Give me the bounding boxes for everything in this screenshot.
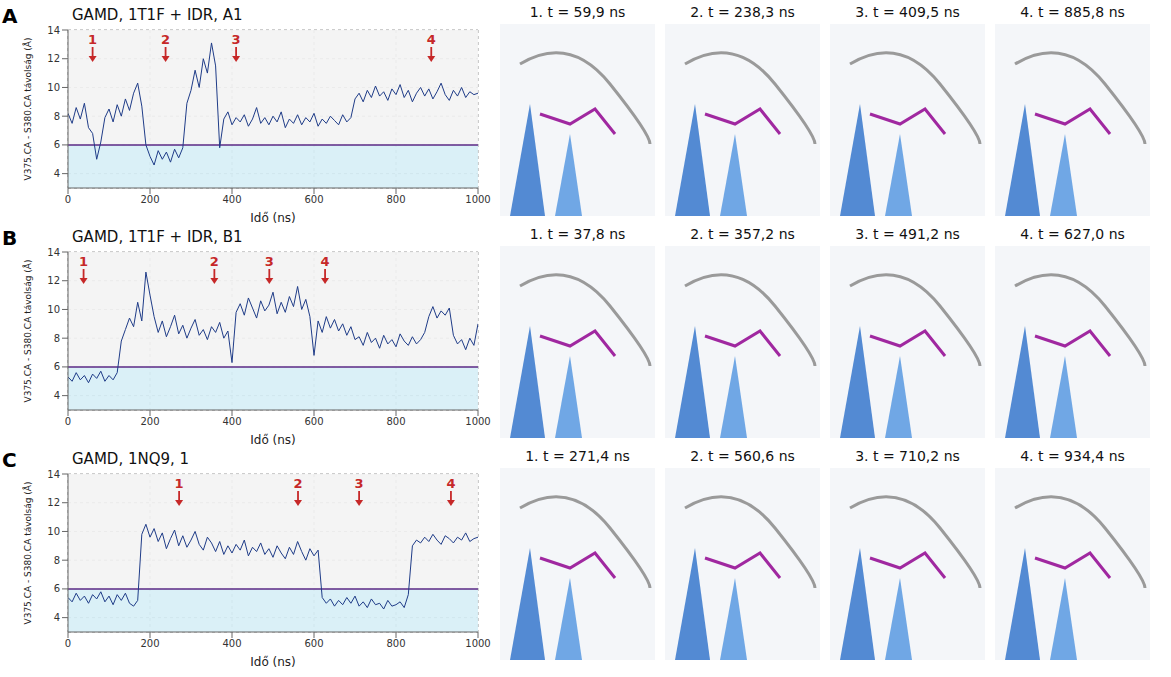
svg-text:2: 2 <box>161 32 170 47</box>
svg-text:400: 400 <box>222 194 241 205</box>
svg-text:10: 10 <box>47 82 60 93</box>
html-text:GAMD, 1T1F + IDR, A1: GAMD, 1T1F + IDR, A1 <box>72 6 243 24</box>
svg-text:6: 6 <box>54 583 60 594</box>
svg-text:12: 12 <box>47 497 60 508</box>
html-text:1. t = 271,4 ns: 1. t = 271,4 ns <box>525 448 630 464</box>
svg-text:4: 4 <box>446 476 455 491</box>
svg-text:400: 400 <box>222 416 241 427</box>
html-text:3. t = 491,2 ns: 3. t = 491,2 ns <box>855 226 960 242</box>
html-text:GAMD, 1T1F + IDR, B1: GAMD, 1T1F + IDR, B1 <box>72 228 243 246</box>
svg-text:200: 200 <box>140 194 159 205</box>
svg-text:8: 8 <box>54 333 60 344</box>
svg-text:V375.CA - S380.CA távolság (Å): V375.CA - S380.CA távolság (Å) <box>22 260 33 403</box>
svg-text:1000: 1000 <box>465 638 490 649</box>
svg-text:600: 600 <box>304 638 323 649</box>
svg-text:4: 4 <box>54 612 60 623</box>
svg-text:10: 10 <box>47 304 60 315</box>
svg-text:6: 6 <box>54 139 60 150</box>
html-text:2. t = 357,2 ns: 2. t = 357,2 ns <box>690 226 795 242</box>
svg-text:800: 800 <box>386 638 405 649</box>
svg-text:1: 1 <box>79 254 88 269</box>
svg-text:2: 2 <box>210 254 219 269</box>
html-text:A: A <box>2 4 18 28</box>
html-text:2. t = 238,3 ns: 2. t = 238,3 ns <box>690 4 795 20</box>
html-text:3. t = 710,2 ns: 3. t = 710,2 ns <box>855 448 960 464</box>
html-text:1. t = 37,8 ns: 1. t = 37,8 ns <box>529 226 626 242</box>
svg-text:400: 400 <box>222 638 241 649</box>
svg-text:3: 3 <box>232 32 241 47</box>
svg-text:4: 4 <box>54 168 60 179</box>
svg-text:Idő (ns): Idő (ns) <box>250 433 296 447</box>
svg-text:200: 200 <box>140 416 159 427</box>
svg-text:0: 0 <box>65 194 71 205</box>
html-text:1. t = 59,9 ns: 1. t = 59,9 ns <box>529 4 626 20</box>
svg-text:0: 0 <box>65 416 71 427</box>
svg-text:1: 1 <box>175 476 184 491</box>
svg-text:4: 4 <box>427 32 436 47</box>
svg-text:12: 12 <box>47 53 60 64</box>
svg-text:800: 800 <box>386 416 405 427</box>
svg-text:V375.CA - S380.CA távolság (Å): V375.CA - S380.CA távolság (Å) <box>22 38 33 181</box>
svg-text:1000: 1000 <box>465 416 490 427</box>
svg-text:3: 3 <box>355 476 364 491</box>
html-text:3. t = 409,5 ns: 3. t = 409,5 ns <box>855 4 960 20</box>
html-text:4. t = 934,4 ns: 4. t = 934,4 ns <box>1020 448 1125 464</box>
svg-text:14: 14 <box>47 470 60 480</box>
svg-text:800: 800 <box>386 194 405 205</box>
svg-text:3: 3 <box>265 254 274 269</box>
svg-text:Idő (ns): Idő (ns) <box>250 211 296 225</box>
svg-text:600: 600 <box>304 194 323 205</box>
html-text:4. t = 885,8 ns: 4. t = 885,8 ns <box>1020 4 1125 20</box>
svg-text:2: 2 <box>293 476 302 491</box>
svg-text:1000: 1000 <box>465 194 490 205</box>
html-text:2. t = 560,6 ns: 2. t = 560,6 ns <box>690 448 795 464</box>
svg-text:14: 14 <box>47 248 60 258</box>
html-text:B: B <box>2 226 18 250</box>
svg-text:4: 4 <box>321 254 330 269</box>
html-text:GAMD, 1NQ9, 1: GAMD, 1NQ9, 1 <box>72 450 190 468</box>
html-text:4. t = 627,0 ns: 4. t = 627,0 ns <box>1020 226 1125 242</box>
svg-text:14: 14 <box>47 26 60 36</box>
svg-text:8: 8 <box>54 555 60 566</box>
svg-text:10: 10 <box>47 526 60 537</box>
svg-text:V375.CA - S380.CA távolság (Å): V375.CA - S380.CA távolság (Å) <box>22 482 33 625</box>
svg-text:200: 200 <box>140 638 159 649</box>
svg-text:Idő (ns): Idő (ns) <box>250 655 296 669</box>
svg-text:4: 4 <box>54 390 60 401</box>
svg-text:8: 8 <box>54 111 60 122</box>
svg-text:6: 6 <box>54 361 60 372</box>
svg-text:0: 0 <box>65 638 71 649</box>
svg-text:600: 600 <box>304 416 323 427</box>
svg-text:1: 1 <box>88 32 97 47</box>
html-text:C: C <box>2 448 17 472</box>
svg-text:12: 12 <box>47 275 60 286</box>
